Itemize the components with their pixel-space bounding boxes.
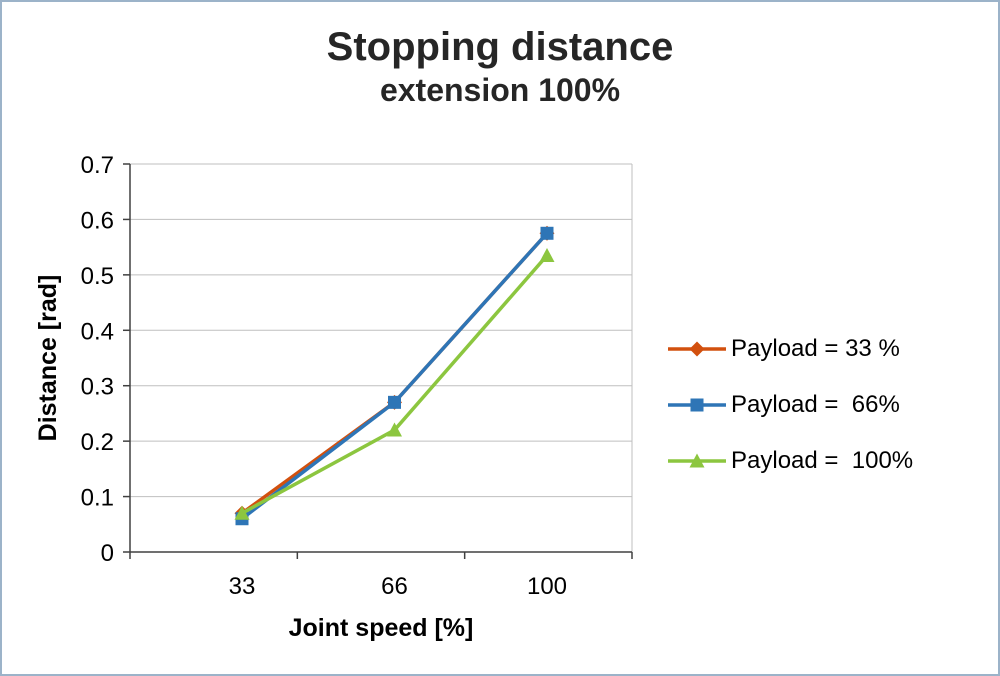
svg-text:0.4: 0.4 (81, 318, 114, 345)
legend-marker-triangle-icon (668, 453, 726, 468)
legend-item-payload-33: Payload = 33 % (666, 321, 996, 377)
svg-text:0.6: 0.6 (81, 207, 114, 234)
svg-text:0.7: 0.7 (81, 152, 114, 179)
legend-label-payload-100: Payload = 100% (731, 447, 914, 474)
svg-text:0.2: 0.2 (81, 429, 114, 456)
legend-item-payload-100: Payload = 100% (666, 433, 996, 489)
legend-label-payload-66: Payload = 66% (731, 391, 900, 418)
legend: Payload = 33 % Payload = 66% Payload = 1… (666, 321, 996, 489)
svg-text:66: 66 (381, 573, 408, 600)
chart-title: Stopping distance (326, 25, 674, 69)
chart-subtitle: extension 100% (379, 72, 621, 108)
svg-text:100: 100 (527, 573, 567, 600)
plot-area: 0 0.1 0.2 0.3 0.4 0.5 0.6 0.7 33 66 100 Distance [r… (34, 152, 633, 642)
svg-text:0.3: 0.3 (81, 374, 114, 401)
legend-item-payload-66: Payload = 66% (666, 377, 996, 433)
legend-marker-square-icon (668, 398, 726, 412)
svg-text:Distance [rad]: Distance [rad] (34, 275, 62, 442)
svg-text:33: 33 (229, 573, 256, 600)
svg-text:Joint speed [%]: Joint speed [%] (289, 614, 474, 642)
legend-marker-diamond-icon (668, 341, 726, 357)
svg-text:0.5: 0.5 (81, 263, 114, 290)
svg-text:0: 0 (101, 540, 114, 567)
legend-label-payload-33: Payload = 33 % (731, 335, 900, 362)
svg-text:0.1: 0.1 (81, 485, 114, 512)
